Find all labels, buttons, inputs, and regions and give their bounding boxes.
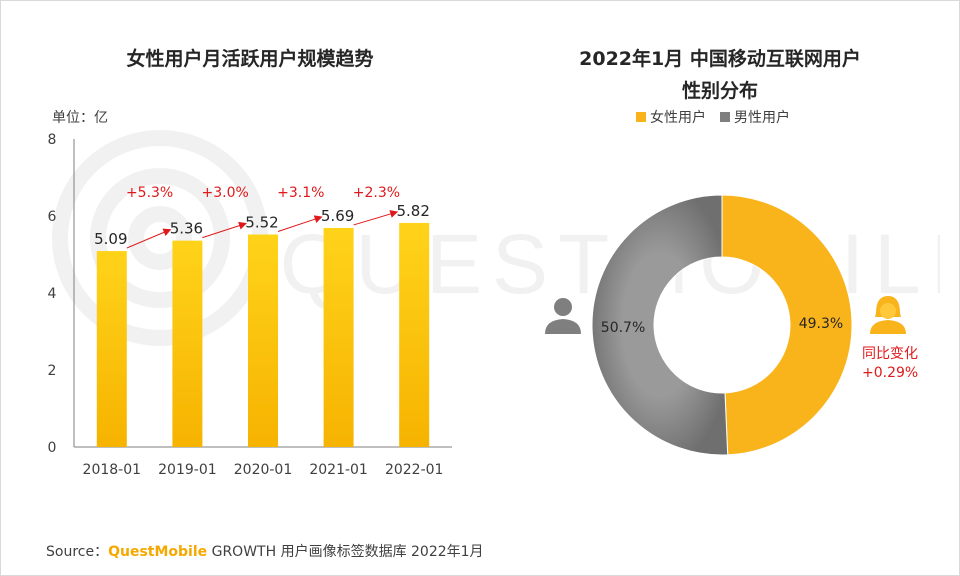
left-chart-title: 女性用户月活跃用户规模趋势 (126, 48, 374, 70)
pie-legend: 女性用户 男性用户 (636, 107, 790, 127)
bar-value-label: 5.69 (321, 207, 354, 225)
right-chart-title-line1: 2022年1月 中国移动互联网用户 (579, 48, 861, 70)
source-brand: QuestMobile (108, 544, 208, 560)
y-tick-label: 2 (48, 363, 57, 379)
donut-chart: 49.3% 50.7% (591, 194, 853, 456)
bar (248, 234, 278, 447)
yoy-change: 同比变化 +0.29% (862, 345, 918, 383)
legend-swatch-male (720, 112, 730, 122)
x-tick-label: 2018-01 (83, 462, 142, 478)
right-chart-title-line2: 性别分布 (681, 80, 758, 102)
y-tick-label: 4 (48, 286, 57, 302)
growth-arrow (126, 228, 172, 249)
slice-value-label: 49.3% (799, 316, 843, 332)
growth-label: +3.1% (277, 185, 324, 201)
slice-value-label: 50.7% (601, 320, 645, 336)
bar-value-label: 5.36 (170, 220, 203, 238)
y-tick-label: 8 (48, 132, 57, 148)
bar (323, 227, 354, 447)
female-user-icon (870, 296, 906, 334)
donut-slice (591, 194, 729, 456)
source-note: Source：QuestMobile GROWTH 用户画像标签数据库 2022… (46, 541, 484, 561)
source-prefix: Source： (46, 544, 109, 560)
male-user-icon (545, 298, 581, 334)
bar (172, 240, 203, 447)
legend-label-male: 男性用户 (734, 110, 790, 126)
bar (96, 251, 127, 447)
donut-slice (721, 194, 853, 456)
yoy-change-value: +0.29% (862, 365, 919, 381)
x-tick-label: 2021-01 (309, 462, 368, 478)
growth-label: +5.3% (126, 185, 173, 201)
growth-label: +3.0% (202, 185, 249, 201)
legend-label-female: 女性用户 (650, 110, 706, 126)
legend-item-male: 男性用户 (720, 107, 790, 127)
growth-arrow (202, 221, 247, 239)
legend-swatch-female (636, 112, 646, 122)
bar-value-label: 5.82 (396, 202, 429, 220)
growth-arrow (353, 210, 399, 226)
x-tick-label: 2020-01 (234, 462, 293, 478)
x-tick-label: 2022-01 (385, 462, 444, 478)
legend-item-female: 女性用户 (636, 107, 706, 127)
bar (399, 222, 430, 447)
y-tick-label: 0 (48, 440, 57, 456)
growth-label: +2.3% (353, 185, 400, 201)
x-tick-label: 2019-01 (158, 462, 217, 478)
unit-label: 单位：亿 (52, 110, 108, 126)
bar-value-label: 5.09 (94, 230, 127, 248)
source-rest: GROWTH 用户画像标签数据库 2022年1月 (207, 544, 484, 560)
bar-value-label: 5.52 (245, 213, 278, 231)
yoy-change-label: 同比变化 (862, 346, 918, 362)
y-tick-label: 6 (48, 209, 57, 225)
bar-chart: 0 2 4 6 8 5.09 2018-01 5.36 2019-01 5.52 2020-01 5.… (48, 132, 452, 478)
growth-arrow (277, 215, 323, 232)
